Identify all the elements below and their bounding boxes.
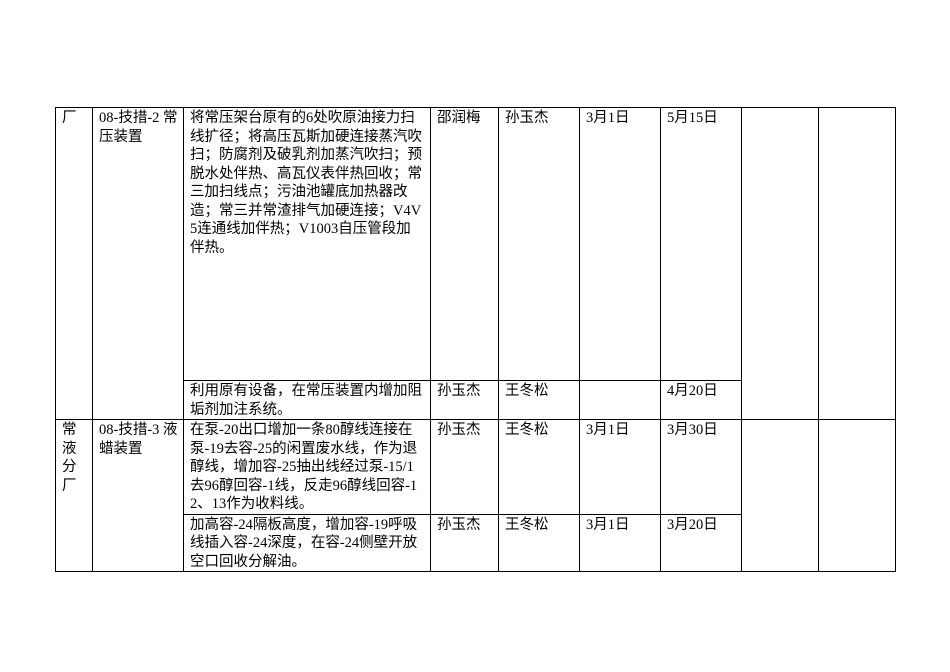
owner: 邵润梅 [430, 107, 499, 381]
content: 加高容-24隔板高度，增加容-19呼吸线插入容-24深度，在容-24侧壁开放空口… [183, 513, 431, 572]
assistant: 王冬松 [498, 380, 580, 420]
start-date [579, 380, 661, 420]
blank-cell [818, 419, 896, 572]
row: 常液分厂 08-技措-3 液蜡装置 在泵-20出口增加一条80醇线连接在泵-19… [55, 419, 896, 572]
owner: 孙玉杰 [430, 419, 499, 515]
assistant: 孙玉杰 [498, 107, 580, 381]
end-date: 5月15日 [660, 107, 742, 381]
owner: 孙玉杰 [430, 380, 499, 420]
blank-cell [741, 419, 819, 572]
project: 08-技措-3 液蜡装置 [92, 419, 184, 572]
content: 将常压架台原有的6处吹原油接力扫线扩径；将高压瓦斯加硬连接蒸汽吹扫；防腐剂及破乳… [183, 107, 431, 381]
owner: 孙玉杰 [430, 513, 499, 572]
assistant: 王冬松 [498, 513, 580, 572]
end-date: 3月20日 [660, 513, 742, 572]
start-date: 3月1日 [579, 107, 661, 381]
start-date: 3月1日 [579, 419, 661, 515]
row: 利用原有设备，在常压装置内增加阻垢剂加注系统。 孙玉杰 王冬松 4月20日 [56, 380, 896, 420]
plan-table: 厂 08-技措-2 常压装置 将常压架台原有的6处吹原油接力扫线扩径；将高压瓦斯… [55, 107, 896, 572]
row: 厂 08-技措-2 常压装置 将常压架台原有的6处吹原油接力扫线扩径；将高压瓦斯… [55, 107, 896, 420]
assistant: 王冬松 [498, 419, 580, 515]
unit: 常液分厂 [55, 419, 93, 572]
content: 在泵-20出口增加一条80醇线连接在泵-19去容-25的闲置废水线，作为退醇线，… [183, 419, 431, 515]
start-date: 3月1日 [579, 513, 661, 572]
project: 08-技措-2 常压装置 [92, 107, 184, 420]
blank-cell [741, 107, 819, 420]
blank-cell [818, 107, 896, 420]
end-date: 3月30日 [660, 419, 742, 515]
content: 利用原有设备，在常压装置内增加阻垢剂加注系统。 [183, 380, 431, 420]
row: 加高容-24隔板高度，增加容-19呼吸线插入容-24深度，在容-24侧壁开放空口… [56, 513, 896, 572]
end-date: 4月20日 [660, 380, 742, 420]
unit: 厂 [55, 107, 93, 420]
